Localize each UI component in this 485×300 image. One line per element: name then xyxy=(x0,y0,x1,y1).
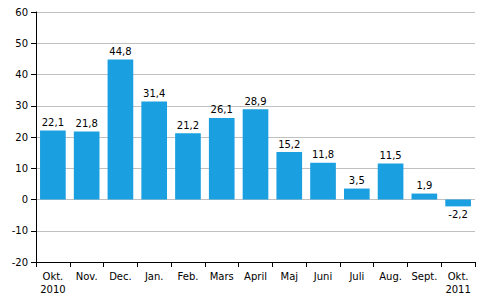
svg-text:0: 0 xyxy=(22,194,28,205)
svg-text:-2,2: -2,2 xyxy=(448,209,468,220)
svg-text:28,9: 28,9 xyxy=(244,96,266,107)
svg-text:11,8: 11,8 xyxy=(312,149,334,160)
svg-text:10: 10 xyxy=(15,163,28,174)
svg-text:Juni: Juni xyxy=(313,271,332,282)
svg-text:Feb.: Feb. xyxy=(178,271,199,282)
svg-text:Dec.: Dec. xyxy=(109,271,132,282)
svg-text:11,5: 11,5 xyxy=(379,150,401,161)
svg-text:Nov.: Nov. xyxy=(76,271,98,282)
svg-text:30: 30 xyxy=(15,100,28,111)
svg-text:3,5: 3,5 xyxy=(349,175,365,186)
svg-text:Sept.: Sept. xyxy=(411,271,437,282)
svg-text:15,2: 15,2 xyxy=(278,139,300,150)
svg-text:Okt.: Okt. xyxy=(43,271,64,282)
svg-text:26,1: 26,1 xyxy=(211,104,233,115)
svg-text:Maj: Maj xyxy=(280,271,298,282)
svg-text:2011: 2011 xyxy=(445,284,470,295)
svg-text:1,9: 1,9 xyxy=(416,180,432,191)
svg-text:Juli: Juli xyxy=(348,271,364,282)
svg-text:-10: -10 xyxy=(12,225,28,236)
svg-text:20: 20 xyxy=(15,132,28,143)
svg-text:50: 50 xyxy=(15,38,28,49)
svg-text:60: 60 xyxy=(15,7,28,18)
svg-text:2010: 2010 xyxy=(40,284,65,295)
svg-text:22,1: 22,1 xyxy=(42,117,64,128)
svg-text:-20: -20 xyxy=(12,257,28,268)
svg-text:21,2: 21,2 xyxy=(177,120,199,131)
svg-text:Jan.: Jan. xyxy=(144,271,164,282)
svg-text:Aug.: Aug. xyxy=(379,271,402,282)
svg-text:44,8: 44,8 xyxy=(109,46,131,57)
svg-text:Mars: Mars xyxy=(210,271,234,282)
svg-text:April: April xyxy=(244,271,267,282)
svg-text:31,4: 31,4 xyxy=(143,88,165,99)
svg-text:40: 40 xyxy=(15,69,28,80)
svg-text:Okt.: Okt. xyxy=(448,271,469,282)
svg-text:21,8: 21,8 xyxy=(76,118,98,129)
